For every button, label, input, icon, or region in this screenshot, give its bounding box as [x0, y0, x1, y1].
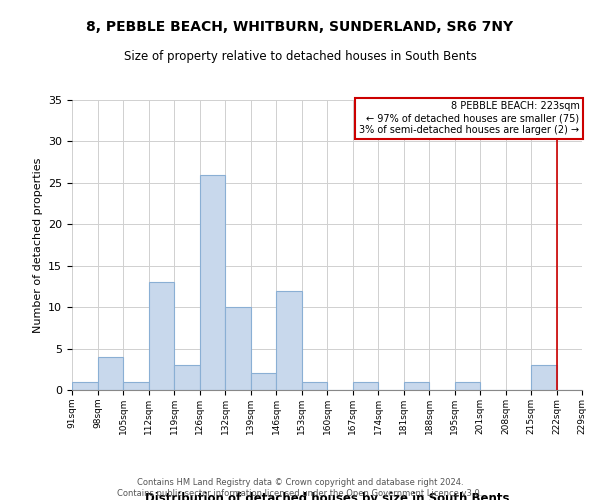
Text: Size of property relative to detached houses in South Bents: Size of property relative to detached ho… [124, 50, 476, 63]
Text: 8, PEBBLE BEACH, WHITBURN, SUNDERLAND, SR6 7NY: 8, PEBBLE BEACH, WHITBURN, SUNDERLAND, S… [86, 20, 514, 34]
Bar [72, 382, 97, 390]
Bar [251, 374, 276, 390]
Bar [455, 382, 480, 390]
Bar [404, 382, 429, 390]
Text: Contains HM Land Registry data © Crown copyright and database right 2024.
Contai: Contains HM Land Registry data © Crown c… [118, 478, 482, 498]
Bar [123, 382, 149, 390]
Bar [276, 290, 302, 390]
Bar [174, 365, 199, 390]
Bar [302, 382, 327, 390]
Y-axis label: Number of detached properties: Number of detached properties [32, 158, 43, 332]
Bar [531, 365, 557, 390]
X-axis label: Distribution of detached houses by size in South Bents: Distribution of detached houses by size … [145, 492, 509, 500]
Bar [97, 357, 123, 390]
Bar [353, 382, 378, 390]
Bar [149, 282, 174, 390]
Bar [199, 174, 225, 390]
Bar [225, 307, 251, 390]
Text: 8 PEBBLE BEACH: 223sqm
← 97% of detached houses are smaller (75)
3% of semi-deta: 8 PEBBLE BEACH: 223sqm ← 97% of detached… [359, 102, 580, 134]
